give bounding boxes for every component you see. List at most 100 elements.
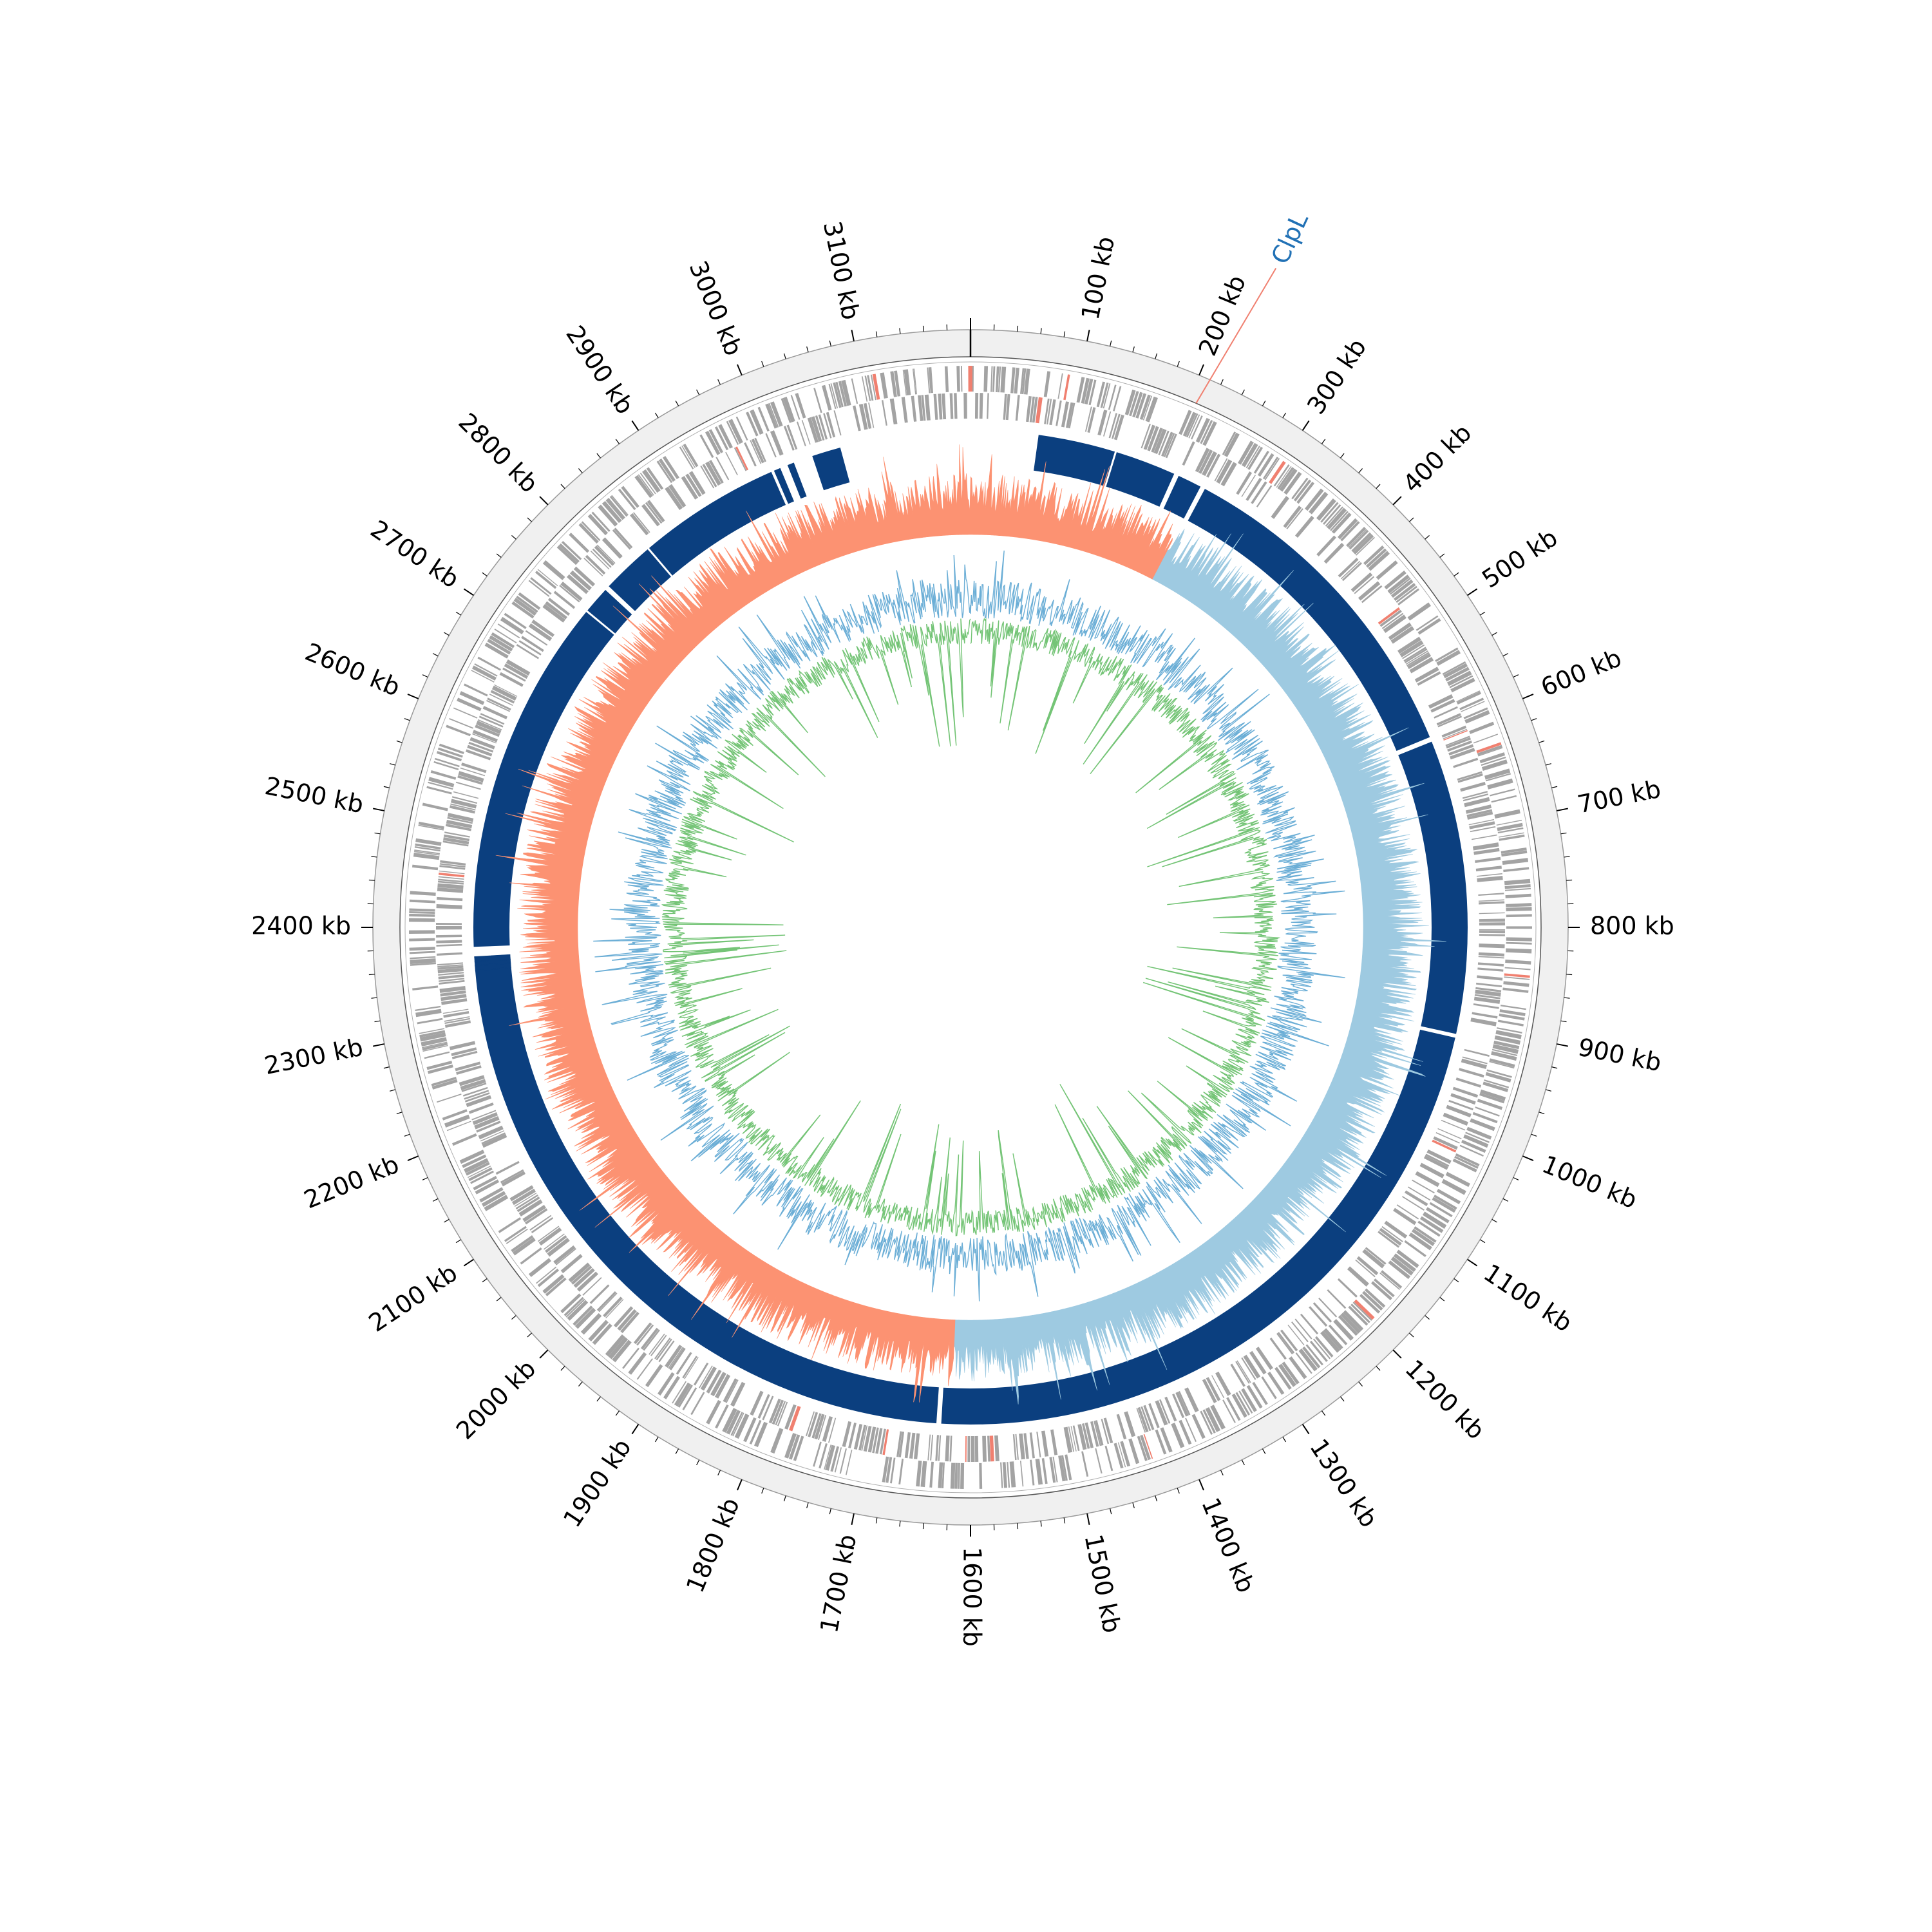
gene-feature [1446, 737, 1472, 749]
gene-feature [1269, 460, 1286, 484]
minor-tick [1340, 1396, 1345, 1402]
minor-tick [1358, 1381, 1363, 1387]
gene-feature [591, 511, 611, 533]
gene-feature [1124, 389, 1136, 415]
gene-feature [1283, 471, 1302, 495]
minor-tick [829, 1508, 831, 1515]
gene-feature [806, 1411, 815, 1437]
gc-skew-track [495, 444, 1446, 1405]
gene-feature [924, 394, 931, 421]
minor-tick [404, 718, 410, 721]
gene-feature [1293, 479, 1312, 502]
gene-feature [1362, 1249, 1385, 1269]
ruler-tick-label: 2400 kb [251, 912, 351, 940]
gene-feature [1159, 1399, 1171, 1424]
gene-feature [1443, 728, 1468, 739]
gene-feature [1246, 1385, 1263, 1409]
major-tick [1556, 1043, 1569, 1047]
gene-feature [950, 1463, 956, 1489]
gene-feature [1393, 1208, 1417, 1226]
gene-feature [722, 1408, 737, 1433]
minor-tick [396, 1112, 402, 1115]
gene-feature [916, 1461, 922, 1487]
gene-feature [1280, 1329, 1298, 1352]
gene-feature [835, 381, 844, 408]
gene-feature [530, 577, 552, 595]
gene-feature [1452, 1158, 1477, 1173]
gene-feature [1200, 420, 1213, 444]
gene-feature [1206, 1377, 1221, 1401]
gene-feature [605, 1334, 625, 1357]
gene-feature [1063, 1426, 1073, 1453]
gene-feature [700, 1366, 717, 1391]
gene-feature [1399, 640, 1424, 658]
gene-feature [1470, 1018, 1497, 1027]
gene-feature [1175, 1392, 1189, 1417]
gene-feature [482, 1133, 507, 1148]
gene-feature [547, 1237, 570, 1257]
gene-feature [823, 413, 832, 439]
gene-feature [814, 1414, 825, 1440]
gene-feature [1188, 414, 1200, 439]
gene-feature [1476, 742, 1502, 753]
gene-feature [449, 717, 473, 729]
gene-feature [422, 1043, 448, 1051]
gene-feature [573, 1267, 595, 1288]
gene-feature [1361, 585, 1383, 603]
gene-feature [1475, 866, 1502, 872]
gene-feature [413, 853, 440, 860]
gene-feature [1503, 867, 1530, 873]
gene-feature [705, 430, 721, 455]
gene-feature [750, 409, 764, 435]
gene-feature [421, 1037, 447, 1047]
gene-feature [531, 620, 555, 638]
gene-feature [1226, 1397, 1241, 1421]
gene-feature [1461, 1058, 1487, 1069]
gene-feature [775, 1401, 786, 1426]
gene-feature [1325, 506, 1343, 527]
gene-feature [1460, 782, 1486, 792]
gene-feature [588, 1320, 609, 1341]
gene-feature [1434, 706, 1458, 719]
gene-feature [442, 1109, 468, 1121]
gene-feature [1072, 1425, 1080, 1452]
gene-feature [1068, 1426, 1075, 1452]
gene-feature [436, 934, 462, 938]
gene-feature [1430, 699, 1455, 713]
minor-tick [1262, 1448, 1266, 1454]
gene-feature [1461, 701, 1485, 712]
gene-feature [636, 1324, 654, 1346]
gene-feature [446, 1121, 471, 1132]
gene-feature [1276, 466, 1292, 488]
gene-feature [409, 938, 435, 942]
ruler-tick-label: 400 kb [1397, 419, 1477, 498]
gene-feature [1032, 397, 1038, 423]
gene-feature [706, 1399, 721, 1425]
gene-feature [1148, 1403, 1160, 1428]
gene-feature [898, 1431, 905, 1457]
gene-feature [1435, 647, 1459, 662]
gene-feature [1502, 858, 1529, 866]
gene-feature [1453, 757, 1479, 768]
gene-feature [706, 1369, 722, 1394]
gene-feature [672, 1381, 687, 1404]
gene-feature [608, 1336, 629, 1359]
gene-feature [1419, 1162, 1444, 1179]
gene-feature [1070, 1426, 1077, 1452]
gene-feature [601, 500, 622, 524]
gene-feature [413, 851, 440, 856]
gene-feature [1077, 1424, 1087, 1450]
gene-feature [656, 460, 673, 484]
gene-feature [1491, 795, 1517, 803]
gene-feature [819, 1443, 828, 1469]
gene-feature [1506, 914, 1532, 918]
gene-feature [409, 930, 435, 934]
gene-feature [1026, 395, 1032, 422]
gene-feature [542, 560, 565, 580]
gene-feature [1314, 1336, 1334, 1358]
gene-feature [1012, 1434, 1017, 1461]
gene-feature [715, 1374, 731, 1399]
gene-feature [913, 1433, 920, 1459]
gene-feature [1485, 773, 1511, 782]
gene-feature [1478, 899, 1504, 902]
